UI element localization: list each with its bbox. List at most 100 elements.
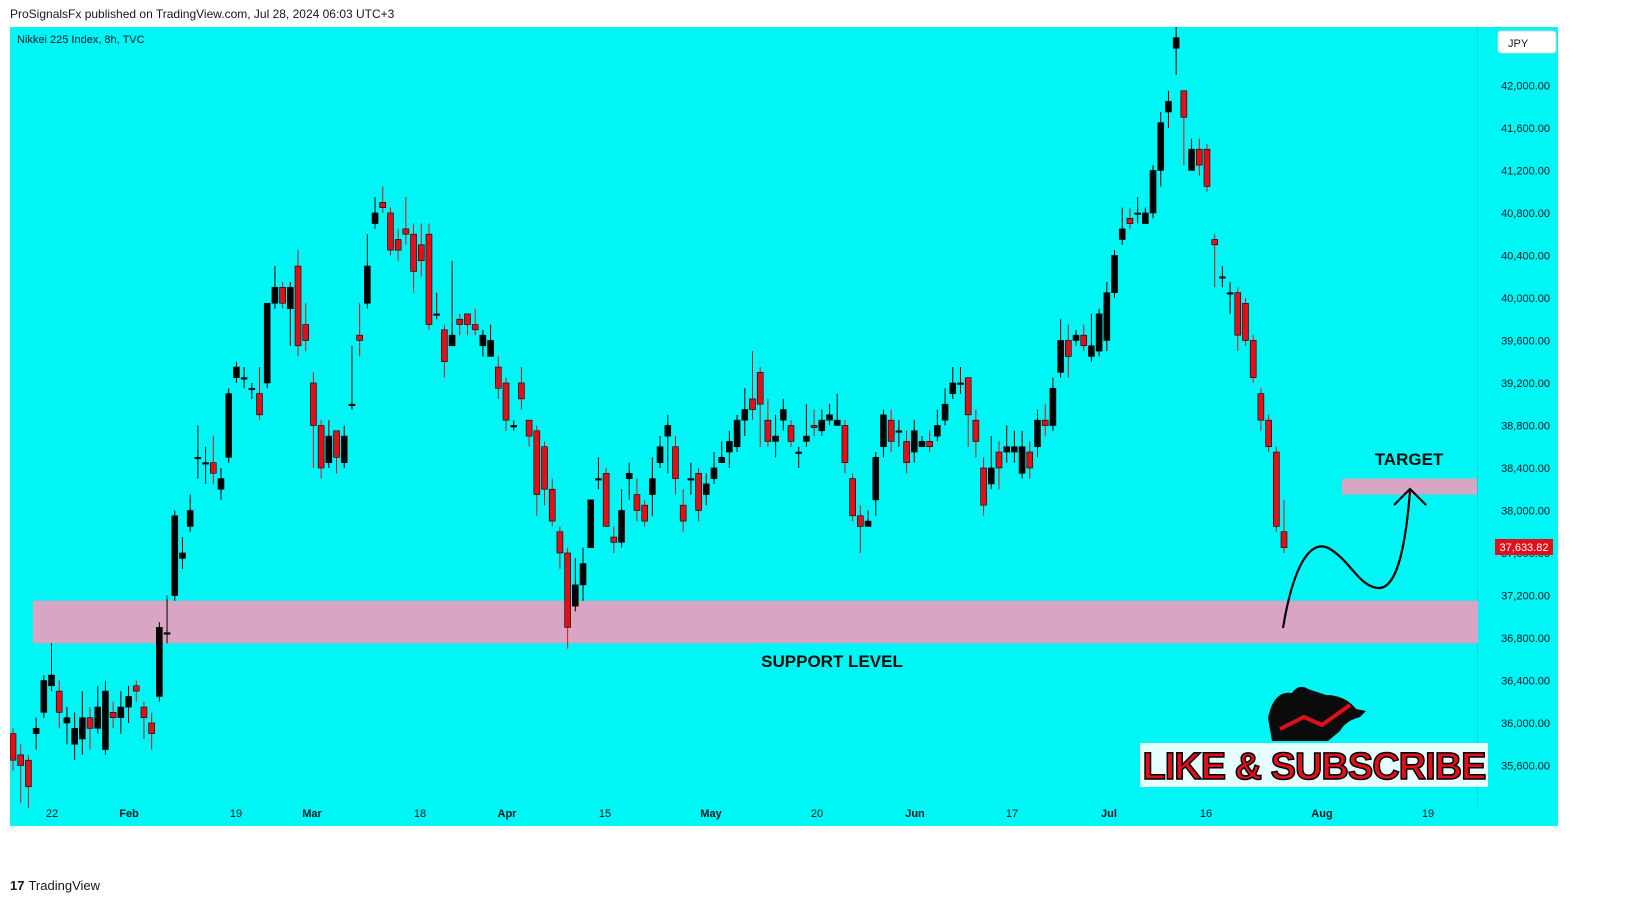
candle-body [949, 382, 957, 394]
candle-body [1018, 446, 1026, 474]
candle [1134, 197, 1141, 224]
candle-body [1234, 292, 1242, 336]
candle-body [1180, 90, 1188, 118]
candle [1149, 165, 1157, 219]
candle [209, 436, 217, 484]
candle-body [394, 239, 402, 251]
candle [672, 436, 679, 495]
candle-body [1149, 170, 1157, 214]
candle [441, 324, 448, 378]
candle-body [749, 398, 756, 410]
candle-body [371, 212, 379, 224]
candle [949, 367, 957, 399]
candle-body [348, 403, 356, 407]
footer[interactable]: 17 TradingView [10, 878, 100, 893]
candle-body [248, 387, 256, 391]
candle-body [1080, 334, 1088, 347]
candlestick-chart[interactable]: Nikkei 225 Index, 8h, TVC JPY 35,600.00 3… [10, 27, 1558, 826]
candle [479, 329, 487, 357]
candle-body [1165, 101, 1172, 113]
y-tick-label: 38,000.00 [1501, 505, 1550, 517]
candle [55, 680, 63, 729]
candle-body [710, 467, 718, 479]
candle-body [494, 366, 502, 389]
candle-body [1041, 419, 1049, 426]
publisher-header: ProSignalsFx published on TradingView.co… [10, 7, 395, 21]
candle [256, 367, 263, 421]
candle-body [1026, 451, 1034, 469]
candle [1257, 388, 1265, 431]
candle-body [1072, 334, 1080, 341]
candle [710, 452, 718, 484]
candle-body [1249, 340, 1257, 378]
candle [1180, 90, 1188, 166]
candle-body [102, 690, 109, 750]
candle [1103, 282, 1111, 352]
x-tick-label: 22 [46, 808, 58, 820]
x-tick-label: 19 [230, 808, 242, 820]
candle-body [448, 334, 456, 347]
candle-body [48, 674, 55, 687]
candle [987, 436, 995, 490]
candle [903, 430, 910, 474]
candle-body [664, 425, 672, 437]
candle [980, 457, 987, 516]
candle-body [10, 733, 17, 761]
candle [641, 499, 648, 527]
target-zone [1342, 478, 1477, 495]
candle [10, 728, 17, 771]
candle-body [895, 430, 903, 433]
candle-body [733, 419, 741, 448]
currency-button[interactable]: JPY [1497, 30, 1557, 54]
candle-body [310, 382, 317, 426]
candle-body [1157, 122, 1165, 171]
candle-body [518, 382, 525, 400]
candle-body [818, 419, 826, 432]
candle-body [202, 462, 209, 465]
y-tick-label: 37,200.00 [1501, 590, 1550, 602]
candle [340, 425, 348, 468]
candle [1057, 319, 1064, 378]
candle-body [233, 366, 240, 378]
candle [749, 351, 756, 421]
x-tick-label: Apr [498, 808, 518, 820]
candle [132, 680, 140, 702]
like-subscribe-text: LIKE & SUBSCRIBE [1143, 746, 1486, 788]
x-tick-label: 15 [599, 808, 611, 820]
candle [964, 377, 972, 447]
candle [94, 685, 102, 734]
candle [63, 707, 71, 745]
candle [1034, 409, 1041, 458]
candle-body [1211, 239, 1218, 246]
candle [664, 414, 672, 474]
candle-body [1188, 148, 1195, 171]
candle [649, 457, 656, 516]
y-tick-label: 36,400.00 [1501, 675, 1550, 687]
y-tick-label: 36,800.00 [1501, 633, 1550, 645]
candle [564, 547, 571, 649]
candle-body [1172, 37, 1180, 49]
candle [1172, 27, 1180, 75]
candle-body [887, 419, 895, 442]
candle [602, 467, 610, 527]
candle [102, 680, 109, 755]
candle [1142, 207, 1149, 224]
x-tick-label: 19 [1422, 808, 1434, 820]
candle [1011, 430, 1018, 463]
y-tick-label: 38,800.00 [1501, 420, 1550, 432]
candle [1265, 414, 1272, 453]
candle [40, 675, 48, 718]
y-tick-label: 39,600.00 [1501, 335, 1550, 347]
candle-body [702, 483, 710, 495]
candle-body [464, 313, 471, 325]
candle [394, 228, 402, 261]
candle-body [55, 690, 63, 713]
candle-body [402, 228, 410, 235]
candle-body [79, 717, 86, 740]
candle-body [564, 552, 571, 628]
like-subscribe-banner[interactable]: LIKE & SUBSCRIBE [1140, 686, 1488, 789]
arrow-head-icon [1393, 487, 1427, 506]
candle-body [533, 430, 541, 495]
candle [1219, 266, 1226, 288]
candle [1111, 250, 1118, 298]
